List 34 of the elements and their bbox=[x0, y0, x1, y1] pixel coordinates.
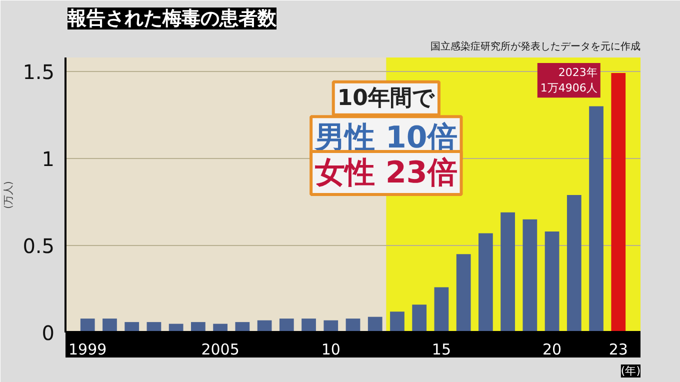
bar bbox=[412, 304, 427, 332]
x-tick-label: 1999 bbox=[68, 340, 107, 358]
bar bbox=[80, 318, 95, 332]
bar bbox=[434, 287, 449, 332]
bar bbox=[368, 316, 382, 332]
x-tick-label: 15 bbox=[432, 340, 452, 358]
x-tick-label: 20 bbox=[542, 340, 562, 358]
bar bbox=[302, 318, 316, 332]
bar bbox=[500, 212, 515, 332]
bar bbox=[544, 232, 560, 332]
annotation: 男性 10倍 bbox=[314, 120, 458, 156]
y-tick-label: 1 bbox=[42, 146, 55, 171]
annotation: 10年間で bbox=[337, 86, 435, 111]
bar bbox=[611, 73, 626, 332]
bar bbox=[589, 106, 604, 332]
x-axis-title: (年) bbox=[620, 364, 641, 378]
y-tick-label: 1.5 bbox=[22, 60, 55, 84]
bar bbox=[102, 318, 117, 332]
bar bbox=[478, 233, 493, 332]
chart-subtitle: 国立感染症研究所が発表したデータを元に作成 bbox=[430, 40, 640, 52]
x-tick-label: 2005 bbox=[201, 340, 240, 358]
bar bbox=[390, 312, 404, 332]
chart-title: 報告された梅毒の患者数 bbox=[66, 8, 278, 30]
x-tick-label: 23 bbox=[608, 340, 628, 358]
x-tick-label: 10 bbox=[321, 340, 340, 358]
y-axis-title: (万人) bbox=[4, 181, 15, 209]
bar bbox=[456, 254, 471, 332]
bar bbox=[279, 318, 294, 332]
annotation: 女性 23倍 bbox=[314, 155, 458, 190]
y-tick-label: 0 bbox=[42, 321, 55, 345]
y-tick-label: 0.5 bbox=[22, 234, 55, 258]
bar bbox=[566, 195, 582, 332]
bar bbox=[522, 219, 538, 332]
annotation: 2023年 1万4906人 bbox=[540, 66, 598, 95]
